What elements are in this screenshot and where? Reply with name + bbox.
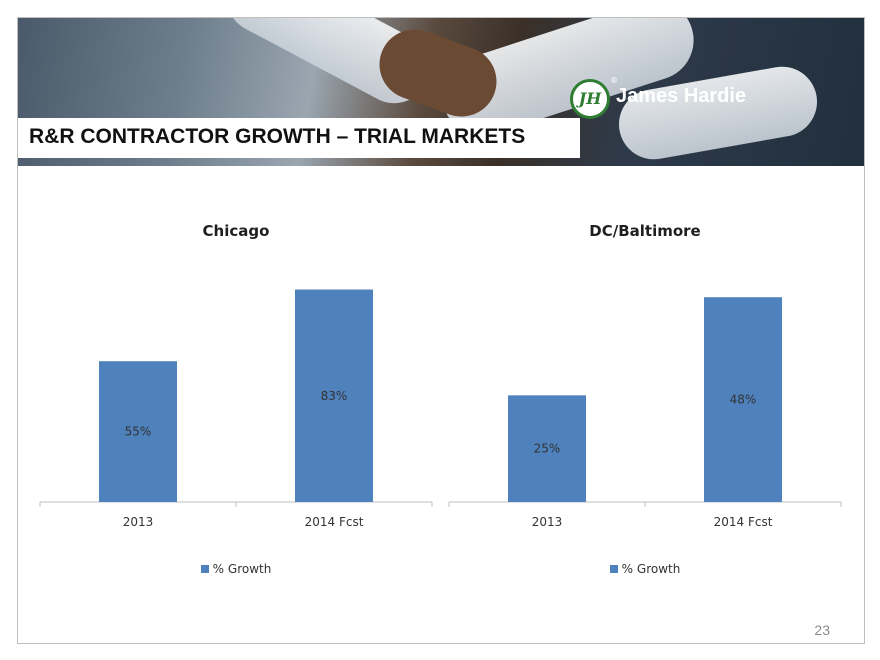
x-tick-label: 2013 xyxy=(532,515,563,529)
legend-label: % Growth xyxy=(212,562,272,576)
registered-mark: ® xyxy=(610,76,618,85)
bar xyxy=(508,395,586,502)
bar xyxy=(99,361,177,502)
chart-chicago: Chicago 55% 2013 83% 2014 Fcst % Growth xyxy=(36,196,436,586)
data-label: 25% xyxy=(534,442,561,456)
chart-title: Chicago xyxy=(202,222,270,240)
chicago-plot: 55% 2013 83% 2014 Fcst xyxy=(39,289,433,529)
chart-title: DC/Baltimore xyxy=(589,222,701,240)
dc-baltimore-plot: 25% 2013 48% 2014 Fcst xyxy=(448,297,842,529)
chart-legend: % Growth xyxy=(445,562,845,576)
header-banner-image: JH ® James Hardie R&R CONTRACTOR GROWTH … xyxy=(18,18,864,166)
x-tick-label: 2013 xyxy=(123,515,154,529)
james-hardie-logo: JH ® James Hardie xyxy=(570,76,782,122)
data-label: 83% xyxy=(321,389,348,403)
page-title: R&R CONTRACTOR GROWTH – TRIAL MARKETS xyxy=(29,125,526,148)
data-label: 55% xyxy=(125,425,152,439)
jh-logo-icon: JH xyxy=(570,79,610,119)
legend-label: % Growth xyxy=(621,562,681,576)
page-number: 23 xyxy=(814,622,830,638)
x-tick-label: 2014 Fcst xyxy=(714,515,773,529)
legend-swatch xyxy=(609,565,618,573)
title-box: R&R CONTRACTOR GROWTH – TRIAL MARKETS xyxy=(18,118,580,158)
bar xyxy=(295,289,373,502)
chart-dc-baltimore: DC/Baltimore 25% 2013 48% 2014 Fcst % Growt… xyxy=(445,196,845,586)
bar xyxy=(704,297,782,502)
chart-legend: % Growth xyxy=(36,562,436,576)
x-tick-label: 2014 Fcst xyxy=(305,515,364,529)
slide: JH ® James Hardie R&R CONTRACTOR GROWTH … xyxy=(17,17,865,644)
legend-swatch xyxy=(200,565,209,573)
logo-text: James Hardie xyxy=(616,85,747,107)
data-label: 48% xyxy=(730,393,757,407)
